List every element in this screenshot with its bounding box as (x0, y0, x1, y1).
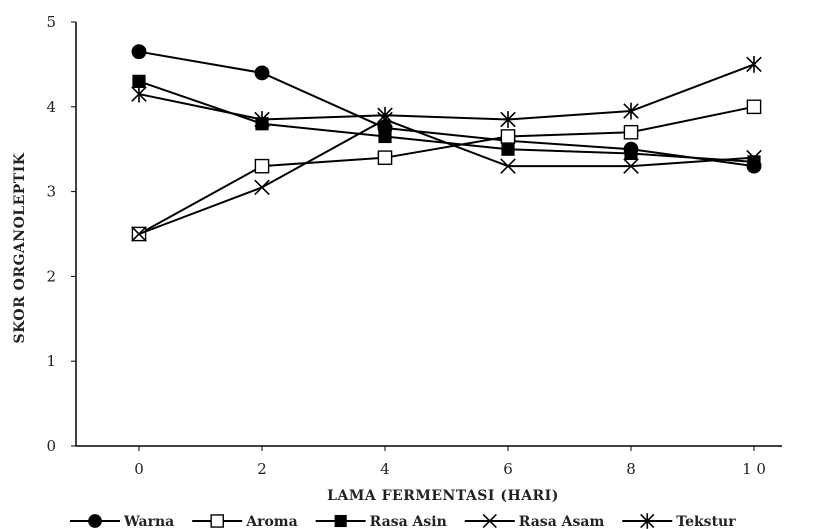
legend-item-warna: Warna (70, 514, 174, 529)
y-axis: 0 1 2 3 4 5 (46, 13, 77, 455)
y-tick-label: 0 (46, 437, 56, 455)
marker-filled-square (501, 142, 515, 156)
series-line-aroma (138, 105, 755, 235)
marker-open-square (500, 129, 516, 144)
x-tick-label: 2 (257, 460, 267, 478)
legend-label: Warna (123, 514, 174, 529)
marker-star (254, 111, 270, 128)
marker-x (746, 149, 762, 166)
x-tick-label: 8 (626, 460, 636, 478)
marker-filled-circle (254, 65, 270, 81)
legend-item-tekstur: Tekstur (622, 513, 736, 529)
y-tick-label: 1 (46, 352, 56, 370)
marker-filled-circle (131, 44, 147, 60)
x-tick-label: 1 0 (742, 460, 766, 478)
marker-open-square (254, 158, 270, 174)
series-line-tekstur (138, 63, 755, 121)
series-warna (131, 44, 762, 174)
series-aroma (131, 99, 762, 242)
marker-star (377, 106, 393, 124)
marker-open-square (746, 99, 762, 115)
series-tekstur (131, 56, 762, 128)
series-line-warna (138, 50, 755, 168)
series-layer (131, 44, 762, 242)
series-rasa-asam (131, 111, 762, 242)
legend-label: Tekstur (676, 514, 736, 529)
marker-star (131, 85, 147, 103)
legend-item-aroma: Aroma (192, 514, 298, 529)
legend: Warna Aroma Rasa Asin Rasa Asam Tekstur (70, 513, 736, 529)
marker-open-square (623, 124, 639, 140)
y-axis-title: SKOR ORGANOLEPTIK (12, 152, 28, 343)
marker-star (640, 513, 655, 529)
legend-label: Rasa Asam (519, 514, 605, 529)
series-line-rasa-asam (138, 118, 755, 235)
legend-label: Aroma (245, 514, 297, 529)
marker-x (623, 158, 639, 174)
series-line-rasa-asin (138, 80, 755, 163)
legend-item-rasa-asin: Rasa Asin (315, 514, 447, 529)
marker-open-square (210, 514, 224, 528)
y-tick-label: 5 (46, 13, 56, 31)
marker-filled-square (624, 146, 638, 161)
marker-x (254, 179, 270, 196)
x-axis: 0 2 4 6 8 1 0 (76, 445, 782, 478)
marker-open-square (377, 150, 393, 165)
y-tick-label: 3 (46, 183, 56, 201)
marker-filled-square (334, 514, 347, 528)
marker-star (500, 111, 516, 128)
x-tick-label: 4 (380, 460, 390, 478)
marker-x (482, 513, 497, 529)
marker-filled-square (378, 129, 392, 144)
x-tick-label: 0 (134, 460, 144, 478)
marker-star (746, 56, 762, 73)
y-tick-label: 4 (46, 98, 56, 116)
marker-x (131, 226, 147, 242)
x-tick-label: 6 (503, 460, 513, 478)
x-axis-title: LAMA FERMENTASI (HARI) (327, 488, 559, 504)
legend-item-rasa-asam: Rasa Asam (464, 513, 605, 529)
marker-x (500, 158, 516, 174)
legend-label: Rasa Asin (370, 514, 447, 529)
marker-star (623, 102, 639, 120)
marker-filled-circle (88, 514, 102, 528)
marker-filled-square (132, 74, 146, 88)
y-tick-label: 2 (46, 267, 56, 285)
